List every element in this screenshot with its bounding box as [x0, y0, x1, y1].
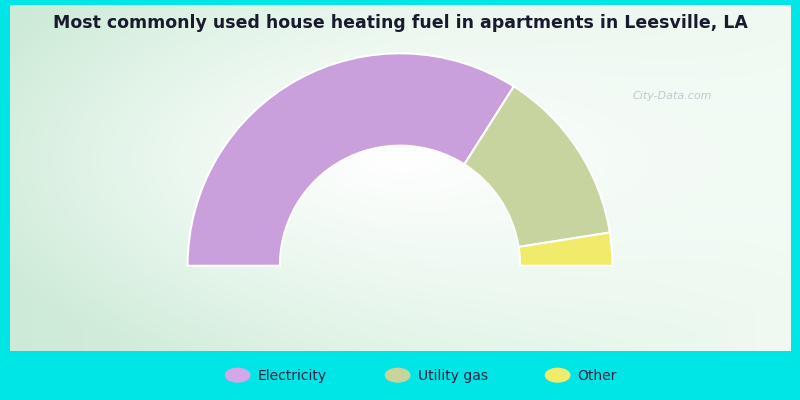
Ellipse shape: [385, 368, 410, 383]
Wedge shape: [518, 232, 613, 266]
Text: City-Data.com: City-Data.com: [632, 91, 712, 101]
Text: Electricity: Electricity: [258, 369, 326, 382]
Text: Other: Other: [578, 369, 617, 382]
Ellipse shape: [225, 368, 250, 383]
Ellipse shape: [545, 368, 570, 383]
Wedge shape: [187, 53, 514, 266]
Text: Utility gas: Utility gas: [418, 369, 488, 382]
Wedge shape: [464, 86, 610, 247]
Text: Most commonly used house heating fuel in apartments in Leesville, LA: Most commonly used house heating fuel in…: [53, 14, 747, 32]
